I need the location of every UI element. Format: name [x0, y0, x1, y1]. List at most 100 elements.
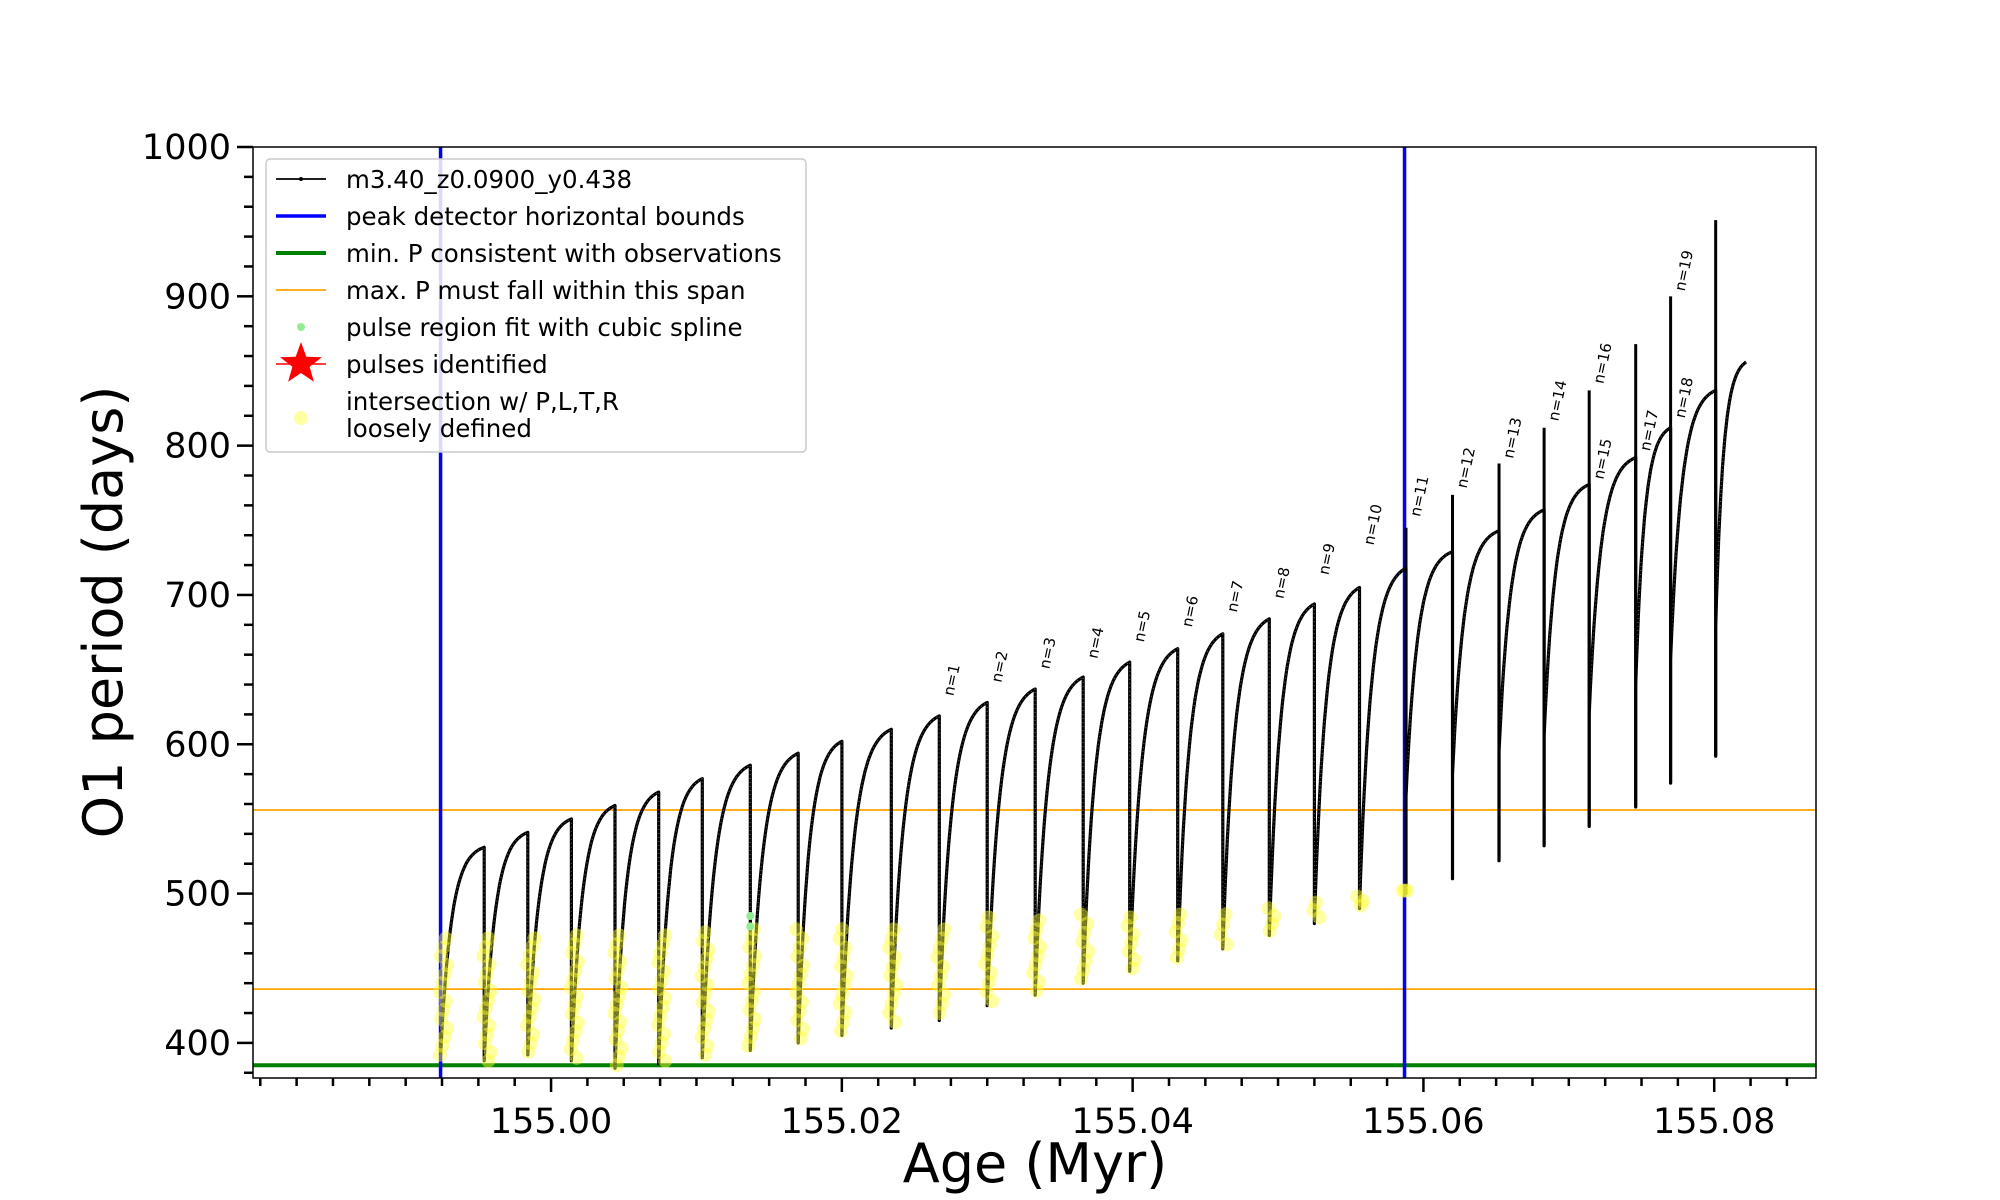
series-layer [439, 220, 1748, 1070]
intersection-point-5-1 [652, 1044, 667, 1059]
intersection-point-3-14 [569, 928, 584, 943]
intersection-point-5-12 [653, 946, 668, 961]
intersection-point-11-4 [933, 968, 948, 983]
intersection-point-10-6 [885, 959, 900, 974]
legend-spline-label: pulse region fit with cubic spline [346, 313, 743, 342]
intersection-point-6-2 [694, 1030, 709, 1045]
x-tick-label-0: 155.00 [490, 1102, 612, 1142]
legend-intersection-marker [294, 411, 308, 425]
intersection-point-17-2 [1216, 917, 1231, 932]
intersection-point-16-5 [1173, 907, 1188, 922]
intersection-point-0-11 [434, 949, 449, 964]
intersection-point-2-5 [524, 1001, 539, 1016]
intersection-point-11-8 [934, 931, 949, 946]
intersection-point-11-9 [937, 922, 952, 937]
spline-point-0 [746, 911, 755, 920]
intersection-point-12-0 [985, 994, 1000, 1009]
intersection-point-1-9 [477, 975, 492, 990]
intersection-point-2-12 [524, 940, 539, 955]
pulse-label-4: n=4 [1084, 625, 1108, 660]
intersection-point-16-4 [1170, 916, 1185, 931]
intersection-point-0-2 [437, 1029, 452, 1044]
intersection-point-0-4 [434, 1012, 449, 1027]
intersection-point-9-6 [839, 968, 854, 983]
intersection-point-3-1 [563, 1042, 578, 1057]
pulse-label-1: n=1 [940, 663, 964, 698]
intersection-point-9-3 [832, 996, 847, 1011]
legend-box [265, 158, 807, 453]
pulse-label-12: n=12 [1453, 446, 1479, 490]
intersection-point-3-2 [566, 1033, 581, 1048]
intersection-point-4-14 [609, 937, 624, 952]
intersection-point-10-3 [886, 987, 901, 1002]
intersection-point-1-5 [476, 1010, 491, 1025]
intersection-point-10-2 [884, 996, 899, 1011]
intersection-point-3-12 [564, 945, 579, 960]
points-layer [432, 883, 1415, 1073]
intersection-point-4-11 [610, 963, 625, 978]
intersection-point-6-11 [699, 951, 714, 966]
model-markers [440, 361, 1747, 1069]
intersection-point-13-2 [1026, 966, 1041, 981]
intersection-point-1-13 [478, 940, 493, 955]
intersection-point-16-1 [1172, 942, 1187, 957]
intersection-point-15-5 [1120, 918, 1135, 933]
intersection-point-4-5 [613, 1015, 628, 1030]
intersection-point-12-1 [979, 984, 994, 999]
legend-model-label: m3.40_z0.0900_y0.438 [346, 165, 632, 194]
y-tick-label-5: 900 [164, 277, 231, 317]
intersection-point-16-3 [1168, 924, 1183, 939]
intersection-point-7-10 [748, 949, 763, 964]
pulse-label-8: n=8 [1270, 566, 1294, 601]
pulse-label-19: n=19 [1671, 249, 1697, 293]
intersection-point-4-12 [613, 954, 628, 969]
intersection-point-19-0 [1312, 910, 1327, 925]
intersection-point-8-2 [790, 1013, 805, 1028]
intersection-point-13-3 [1028, 957, 1043, 972]
intersection-point-14-1 [1076, 962, 1091, 977]
pulse-label-9: n=9 [1315, 542, 1339, 577]
legend: m3.40_z0.0900_y0.438 peak detector horiz… [265, 158, 807, 453]
intersection-point-2-10 [520, 957, 535, 972]
intersection-point-0-6 [438, 994, 453, 1009]
intersection-point-4-15 [612, 928, 627, 943]
intersection-point-2-7 [521, 983, 536, 998]
y-tick-label-4: 800 [164, 427, 231, 467]
intersection-point-16-0 [1169, 950, 1184, 965]
intersection-point-14-6 [1080, 916, 1095, 931]
intersection-point-9-2 [838, 1005, 853, 1020]
legend-entry-intersection: intersection w/ P,L,T,R loosely defined [294, 387, 619, 443]
intersection-point-6-12 [701, 942, 716, 957]
intersection-point-10-9 [884, 931, 899, 946]
intersection-point-6-4 [699, 1012, 714, 1027]
intersection-point-8-8 [796, 958, 811, 973]
intersection-point-3-8 [563, 980, 578, 995]
y-tick-label-6: 1000 [142, 128, 231, 168]
intersection-point-8-6 [791, 976, 806, 991]
intersection-point-3-9 [566, 972, 581, 987]
intersection-point-4-0 [609, 1058, 624, 1073]
intersection-point-1-0 [481, 1053, 496, 1068]
intersection-point-5-6 [655, 1000, 670, 1015]
intersection-point-8-3 [792, 1004, 807, 1019]
legend-entry-pulses: pulses identified [276, 342, 548, 382]
intersection-point-13-0 [1029, 983, 1044, 998]
x-tick-label-3: 155.06 [1362, 1102, 1484, 1142]
intersection-point-6-3 [696, 1021, 711, 1036]
intersection-point-0-0 [432, 1047, 447, 1062]
intersection-point-5-4 [650, 1017, 665, 1032]
intersection-point-9-10 [832, 931, 847, 946]
intersection-point-1-1 [483, 1045, 498, 1060]
intersection-point-10-8 [882, 940, 897, 955]
intersection-point-18-0 [1262, 923, 1277, 938]
intersection-point-4-1 [612, 1049, 627, 1064]
x-tick-label-2: 155.04 [1071, 1102, 1193, 1142]
intersection-point-2-9 [526, 966, 541, 981]
intersection-point-7-11 [742, 940, 757, 955]
intersection-point-7-1 [743, 1029, 758, 1044]
legend-intersection-label-2: loosely defined [346, 414, 532, 443]
intersection-point-11-7 [932, 941, 947, 956]
intersection-point-12-8 [979, 919, 994, 934]
intersection-point-7-9 [745, 958, 760, 973]
intersection-point-3-0 [569, 1050, 584, 1065]
